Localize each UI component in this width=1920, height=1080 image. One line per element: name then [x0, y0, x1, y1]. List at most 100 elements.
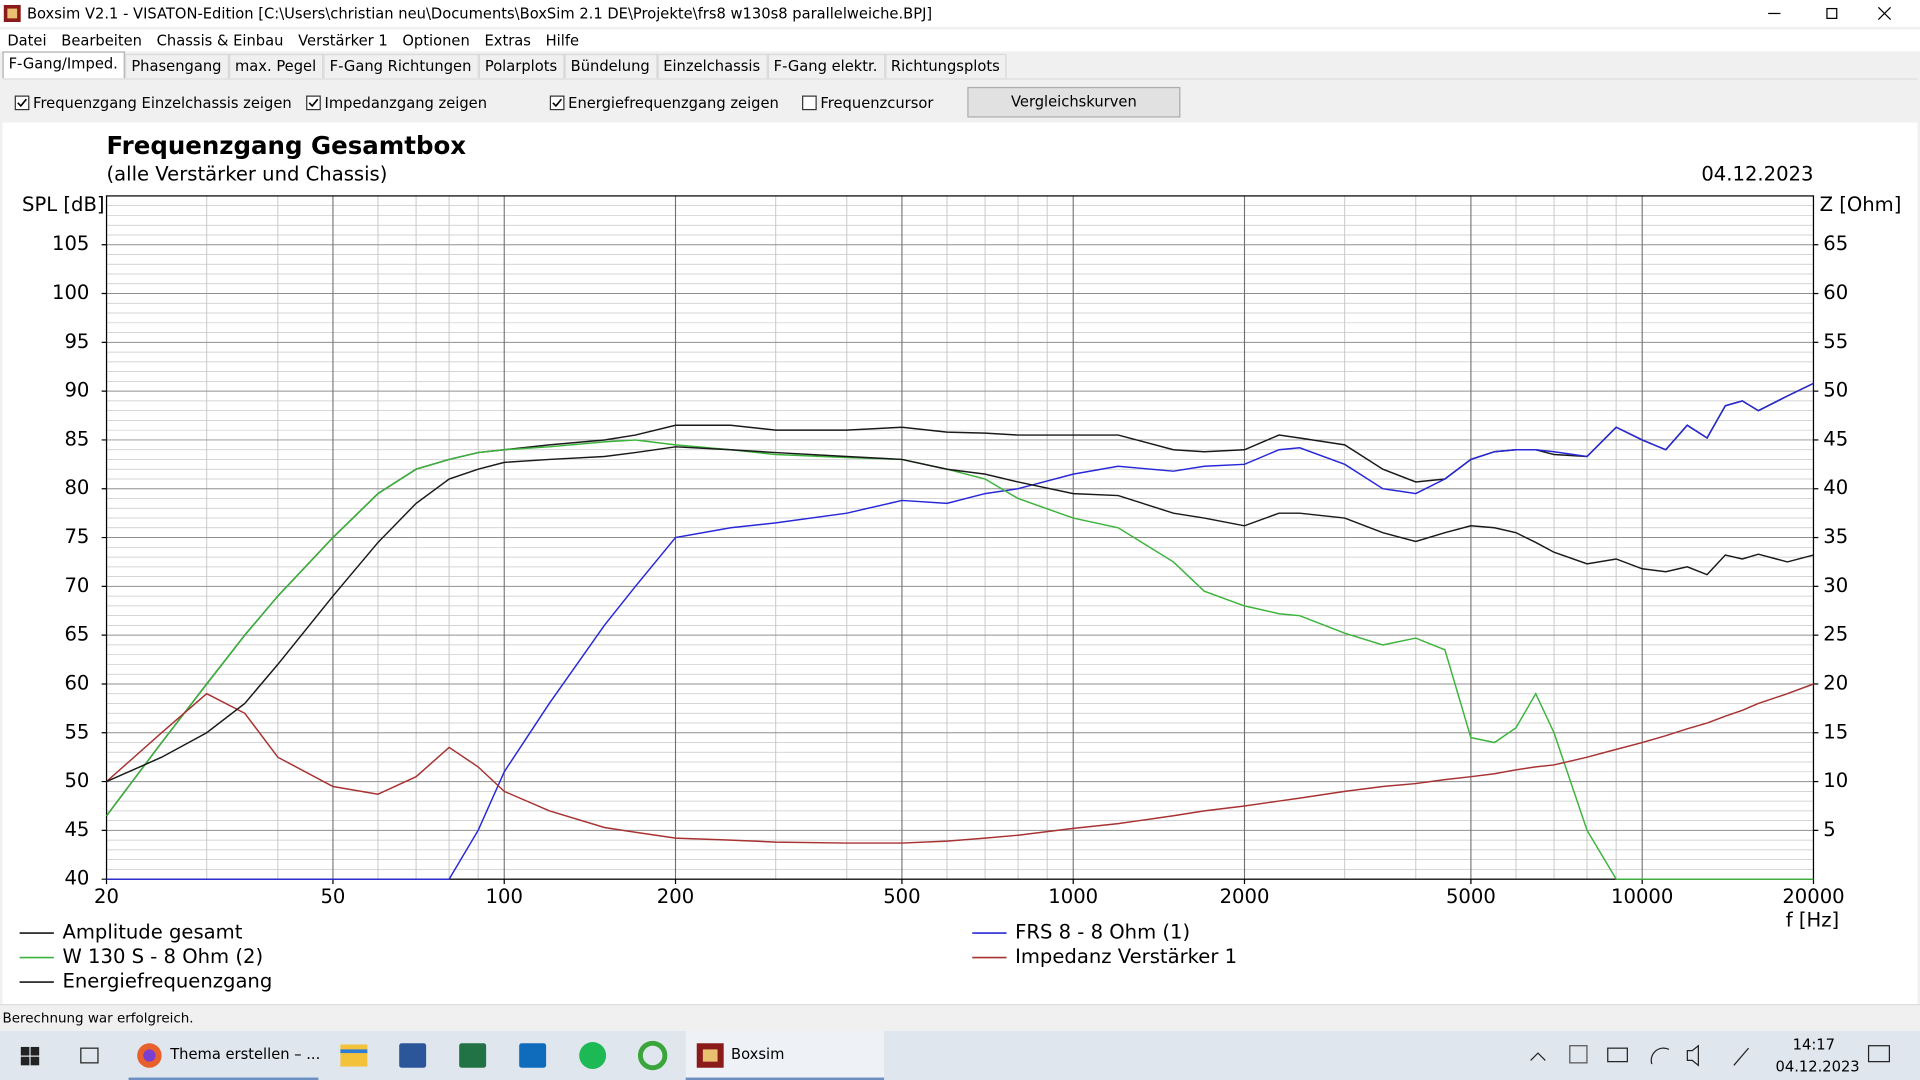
menu-item[interactable]: Chassis & Einbau	[156, 31, 284, 49]
window-title: Boxsim V2.1 - VISATON-Edition [C:\Users\…	[26, 4, 933, 23]
check-mark	[308, 98, 319, 108]
menu-item[interactable]: Extras	[484, 31, 531, 49]
tab[interactable]: Richtungsplots	[884, 53, 1008, 79]
option-label[interactable]: Energiefrequenzgang zeigen	[568, 94, 779, 112]
tab[interactable]: max. Pegel	[228, 53, 324, 79]
x-tick-label: 500	[883, 885, 920, 908]
y-tick-label: 80	[64, 476, 89, 499]
tab[interactable]: F-Gang/Imped.	[2, 51, 126, 79]
legend-label: Amplitude gesamt	[62, 921, 242, 944]
clock-date: 04.12.2023	[1775, 1057, 1860, 1076]
taskbar-icons[interactable]	[0, 1031, 1920, 1080]
x-axis-label: f [Hz]	[1786, 908, 1839, 931]
y2-tick-label: 25	[1823, 623, 1848, 646]
x-tick-label: 100	[486, 885, 523, 908]
checkbox[interactable]	[802, 95, 817, 111]
series-line	[105, 382, 1814, 817]
legend-label: FRS 8 - 8 Ohm (1)	[1015, 921, 1190, 944]
tab[interactable]: Phasengang	[125, 53, 229, 79]
series-line	[106, 446, 1814, 783]
y2-tick-label: 35	[1823, 525, 1848, 548]
option[interactable]: Frequenzgang Einzelchassis zeigen	[14, 94, 292, 112]
menu-item[interactable]: Optionen	[402, 31, 470, 49]
tab[interactable]: F-Gang elektr.	[767, 53, 885, 79]
y-tick-label: 100	[52, 281, 89, 304]
x-tick-label: 200	[657, 885, 694, 908]
chart-subtitle: (alle Verstärker und Chassis)	[107, 163, 388, 186]
x-tick-label: 2000	[1220, 885, 1270, 908]
y2-tick-label: 30	[1823, 574, 1848, 597]
clock-time: 14:17	[1792, 1035, 1836, 1054]
y2-tick-label: 55	[1823, 330, 1848, 353]
x-tick-label: 50	[320, 885, 345, 908]
y-tick-label: 40	[64, 867, 89, 890]
option-label[interactable]: Impedanzgang zeigen	[324, 94, 488, 112]
tab[interactable]: F-Gang Richtungen	[323, 53, 479, 79]
option[interactable]: Energiefrequenzgang zeigen	[549, 94, 779, 112]
boxsim-task[interactable]: Boxsim	[731, 1045, 785, 1063]
checkbox[interactable]	[14, 95, 30, 111]
chart-date: 04.12.2023	[1701, 163, 1813, 186]
tab[interactable]: Bündelung	[564, 53, 658, 79]
checkbox[interactable]	[306, 95, 321, 111]
x-tick-label: 20	[94, 885, 119, 908]
chart: Frequenzgang Gesamtbox (alle Verstärker …	[2, 122, 1918, 1005]
y-axis-label: SPL [dB]	[22, 193, 105, 216]
legend-label: Impedanz Verstärker 1	[1015, 945, 1237, 968]
y2-axis-label: Z [Ohm]	[1820, 193, 1902, 216]
status-text: Berechnung war erfolgreich.	[2, 1010, 194, 1027]
y2-tick-label: 5	[1823, 818, 1835, 841]
y-tick-label: 50	[64, 769, 89, 792]
legend-label: Energiefrequenzgang	[62, 970, 272, 993]
menu-item[interactable]: Verstärker 1	[298, 31, 388, 49]
y2-tick-label: 50	[1823, 379, 1848, 402]
option-bar: Vergleichskurven einblenden Frequenzgang…	[2, 78, 1918, 138]
series-line	[106, 382, 1814, 880]
option[interactable]: Frequenzcursor	[802, 94, 933, 111]
taskbar: Thema erstellen – ... Boxsim 14:17 04.12…	[0, 1031, 1920, 1080]
option-label[interactable]: Frequenzcursor	[820, 94, 934, 112]
y2-tick-label: 60	[1823, 281, 1848, 304]
window-controls[interactable]	[1751, 0, 1920, 27]
series-line	[105, 439, 1814, 880]
title-bar: Boxsim V2.1 - VISATON-Edition [C:\Users\…	[0, 0, 1920, 27]
y2-tick-label: 45	[1823, 427, 1848, 450]
x-tick-label: 20000	[1782, 885, 1844, 908]
status-bar: Berechnung war erfolgreich.	[0, 1004, 1920, 1033]
y-tick-label: 90	[64, 379, 89, 402]
series-line	[106, 683, 1814, 844]
menu-bar: Datei Bearbeiten Chassis & Einbau Verstärke…	[0, 29, 1920, 52]
x-tick-label: 5000	[1446, 885, 1496, 908]
checkbox[interactable]	[549, 95, 565, 111]
menu-item[interactable]: Datei	[7, 31, 47, 49]
x-tick-label: 10000	[1611, 885, 1673, 908]
y-tick-label: 70	[64, 574, 89, 597]
x-tick-label: 1000	[1048, 885, 1098, 908]
tab[interactable]: Polarplots	[478, 53, 565, 79]
menu-item[interactable]: Bearbeiten	[61, 31, 142, 49]
app-icon	[3, 4, 21, 23]
y2-tick-label: 15	[1823, 720, 1848, 743]
y2-tick-label: 10	[1823, 769, 1848, 792]
firefox-task[interactable]: Thema erstellen – ...	[170, 1045, 321, 1063]
option-label[interactable]: Frequenzgang Einzelchassis zeigen	[33, 94, 292, 112]
y-tick-label: 95	[64, 330, 89, 353]
y-tick-label: 55	[64, 720, 89, 743]
check-mark	[552, 98, 563, 108]
y-tick-label: 105	[52, 232, 89, 255]
y-tick-label: 65	[64, 623, 89, 646]
legend-label: W 130 S - 8 Ohm (2)	[62, 945, 263, 968]
chart-title: Frequenzgang Gesamtbox	[107, 131, 467, 160]
option[interactable]: Impedanzgang zeigen	[306, 94, 487, 111]
tab[interactable]: Einzelchassis	[657, 53, 768, 79]
y-tick-label: 60	[64, 671, 89, 694]
tab-bar: F-Gang/Imped. Phasengang max. Pegel F-Gang …	[2, 51, 1008, 79]
y2-tick-label: 20	[1823, 671, 1848, 694]
plot-frame	[105, 195, 1815, 880]
y-tick-label: 45	[64, 818, 89, 841]
menu-item[interactable]: Hilfe	[545, 31, 580, 49]
y2-tick-label: 65	[1823, 232, 1848, 255]
y-tick-label: 85	[64, 427, 89, 450]
compare-button[interactable]: Vergleichskurven einblenden	[967, 86, 1181, 138]
